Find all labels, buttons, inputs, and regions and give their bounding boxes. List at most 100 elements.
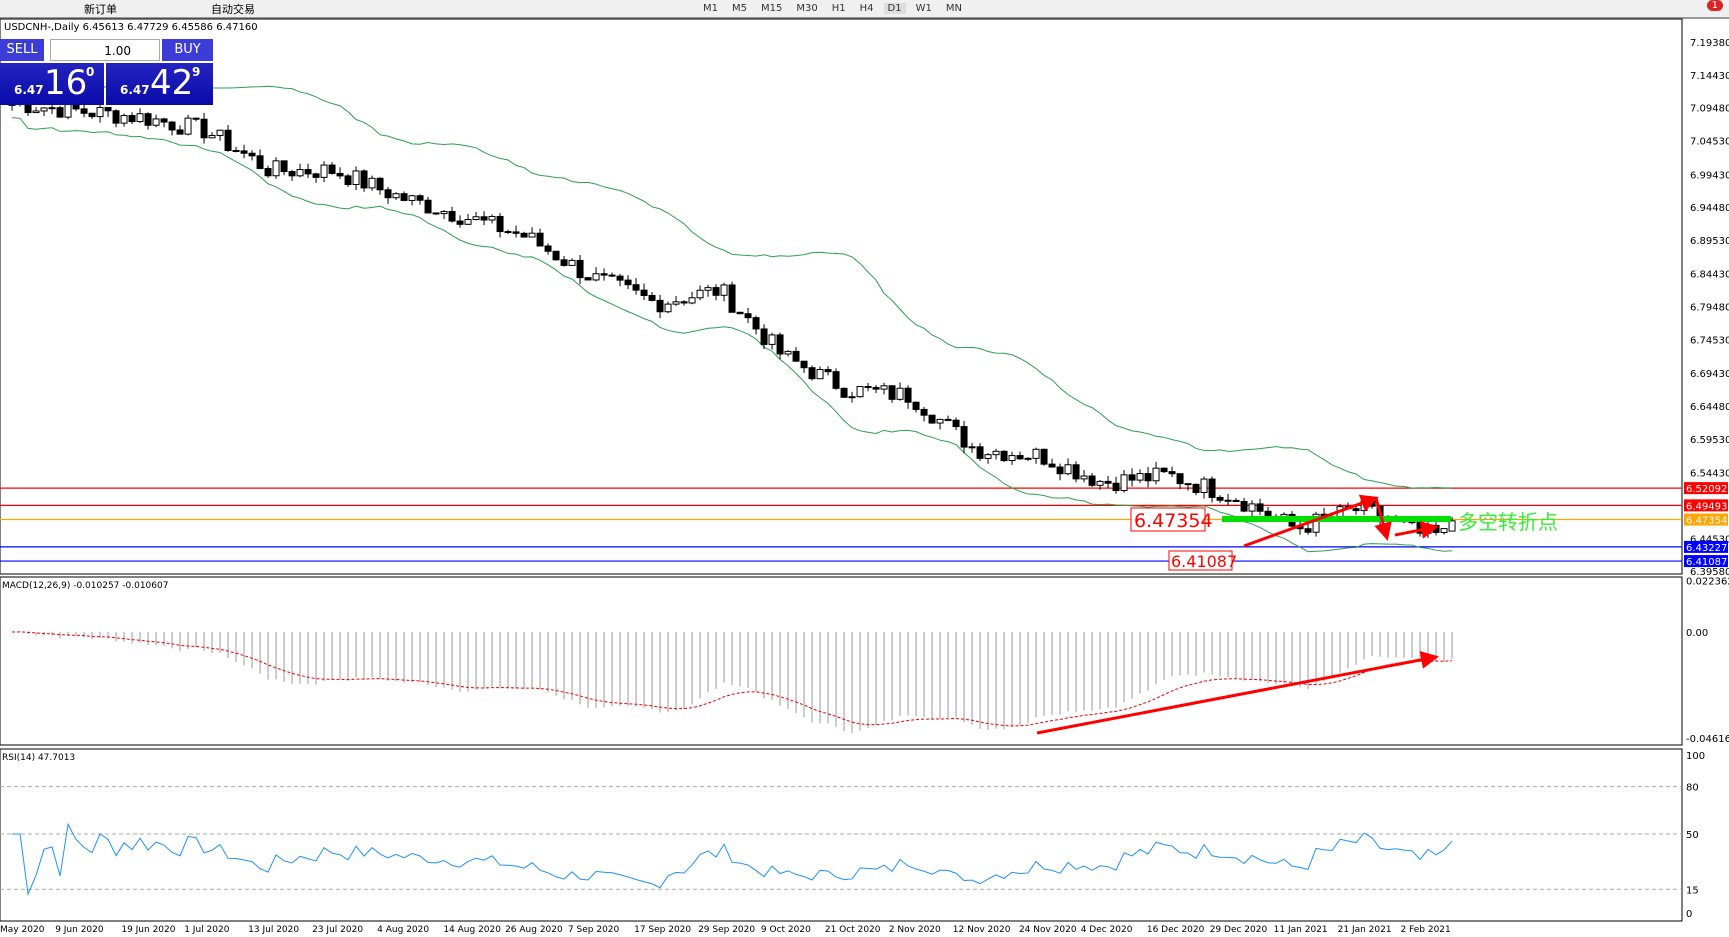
candle-body xyxy=(568,259,576,266)
candle-body xyxy=(480,216,488,221)
trend-arrow xyxy=(1374,497,1392,541)
candle-body xyxy=(400,193,408,201)
candle-body xyxy=(368,177,376,189)
candle-body xyxy=(1200,478,1208,493)
candle-body xyxy=(472,216,480,221)
buy-price[interactable]: 6.47 42 9 xyxy=(106,63,213,105)
level-tag xyxy=(1684,540,1728,553)
candle-body xyxy=(712,287,720,296)
date-axis-label: 9 Jun 2020 xyxy=(55,925,104,935)
candle-body xyxy=(680,301,688,304)
candle-body xyxy=(496,215,504,233)
macd-signal-line xyxy=(12,631,1453,727)
candle-body xyxy=(1224,499,1232,502)
candle-body xyxy=(720,284,728,296)
candle-body xyxy=(624,279,632,286)
candle-body xyxy=(744,313,752,319)
candle-body xyxy=(240,150,248,154)
candle-body xyxy=(808,367,816,380)
candle-body xyxy=(1184,483,1192,486)
buy-button[interactable]: BUY xyxy=(162,39,213,61)
candle-body xyxy=(848,396,856,399)
candle-body xyxy=(432,212,440,215)
macd-axis-label: 0.00 xyxy=(1686,628,1708,639)
chart-title: USDCNH-,Daily 6.45613 6.47729 6.45586 6.… xyxy=(4,22,258,33)
tf-m1[interactable]: M1 xyxy=(703,3,718,14)
candle-body xyxy=(784,350,792,355)
tf-m5[interactable]: M5 xyxy=(732,3,747,14)
candle-body xyxy=(1112,482,1120,492)
trend-arrow xyxy=(1394,521,1439,539)
sell-price[interactable]: 6.47 16 0 xyxy=(0,63,104,105)
candle-body xyxy=(192,117,200,120)
candle-body xyxy=(856,386,864,398)
tf-h4[interactable]: H4 xyxy=(859,3,874,14)
rsi-title: RSI(14) 47.7013 xyxy=(2,753,75,763)
candle-body xyxy=(584,277,592,281)
sell-button[interactable]: SELL xyxy=(0,39,44,61)
candle-body xyxy=(256,155,264,170)
candle-body xyxy=(320,164,328,178)
buy-price-pips: 42 xyxy=(150,63,194,103)
candle-body xyxy=(224,129,232,151)
candle-body xyxy=(1448,520,1456,532)
candle-body xyxy=(288,171,296,177)
candle-body xyxy=(800,360,808,369)
candle-body xyxy=(96,107,104,118)
candle-body xyxy=(1104,480,1112,484)
candle-body xyxy=(80,108,88,114)
candle-body xyxy=(976,446,984,459)
tf-m15[interactable]: M15 xyxy=(761,3,783,14)
lot-size-input[interactable]: 1.00 xyxy=(50,39,160,61)
candle-body xyxy=(384,189,392,199)
rsi-panel xyxy=(0,748,1683,922)
tf-h1[interactable]: H1 xyxy=(831,3,846,14)
tf-m30[interactable]: M30 xyxy=(796,3,818,14)
tf-w1[interactable]: W1 xyxy=(915,3,932,14)
candle-body xyxy=(1264,510,1272,518)
candle-body xyxy=(144,113,152,126)
rsi-line xyxy=(12,822,1453,897)
tf-d1[interactable]: D1 xyxy=(883,3,906,14)
auto-trading-button[interactable]: 自动交易 xyxy=(211,2,255,16)
candle-body xyxy=(376,177,384,191)
candle-body xyxy=(1072,464,1080,480)
candle-body xyxy=(232,149,240,152)
main-panel xyxy=(0,18,1683,575)
price-axis-label: 6.64480 xyxy=(1690,402,1729,413)
candle-body xyxy=(40,107,48,112)
candle-body xyxy=(928,414,936,424)
candle-body xyxy=(1144,473,1152,482)
candle-body xyxy=(160,118,168,123)
candle-body xyxy=(696,289,704,299)
candle-body xyxy=(528,232,536,238)
price-axis-label: 6.79480 xyxy=(1690,303,1729,314)
candle-body xyxy=(1032,448,1040,459)
candle-body xyxy=(616,275,624,281)
candle-body xyxy=(296,169,304,177)
candle-body xyxy=(216,129,224,136)
tf-mn[interactable]: MN xyxy=(945,3,962,14)
new-order-button[interactable]: 新订单 xyxy=(84,2,117,16)
price-axis-label: 6.69430 xyxy=(1690,369,1729,380)
candle-body xyxy=(1080,475,1088,480)
date-axis-label: 21 Oct 2020 xyxy=(825,925,881,935)
candle-body xyxy=(1240,501,1248,512)
candle-body xyxy=(824,369,832,373)
candle-body xyxy=(344,175,352,186)
candle-body xyxy=(896,387,904,400)
candle-body xyxy=(352,170,360,186)
candle-body xyxy=(360,170,368,189)
date-axis-label: 2 Nov 2020 xyxy=(889,925,941,935)
candle-body xyxy=(112,110,120,124)
candle-body xyxy=(392,193,400,199)
candle-body xyxy=(560,259,568,266)
candle-body xyxy=(960,426,968,448)
candle-body xyxy=(1208,478,1216,498)
candle-body xyxy=(1160,467,1168,473)
notification-badge[interactable]: 1 xyxy=(1706,0,1723,11)
candle-body xyxy=(328,164,336,174)
level-tag-label: 6.47354 xyxy=(1686,516,1727,527)
candle-body xyxy=(184,117,192,135)
